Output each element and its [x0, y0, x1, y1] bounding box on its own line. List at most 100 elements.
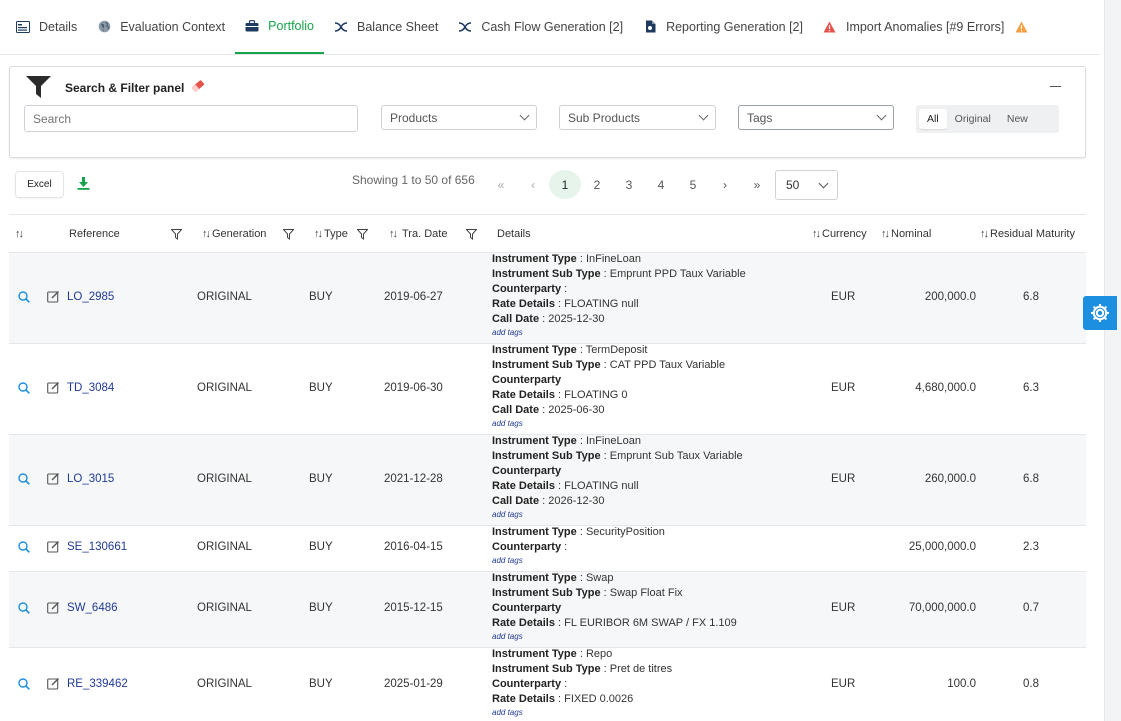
column-details: Details: [497, 215, 531, 253]
residual-maturity-value: 0.7: [1023, 602, 1039, 614]
page-3-button[interactable]: 3: [625, 177, 633, 192]
tab-details[interactable]: Details: [6, 0, 87, 54]
reference-link[interactable]: LO_3015: [67, 473, 115, 485]
generation-segmented-control: All Original New: [916, 105, 1059, 133]
excel-button[interactable]: Excel: [16, 172, 63, 197]
sub-products-select[interactable]: Sub Products: [559, 105, 716, 130]
residual-maturity-value: 6.3: [1023, 382, 1039, 394]
tags-select-value: Tags: [747, 110, 773, 125]
segment-all[interactable]: All: [919, 109, 947, 129]
instrument-sub-type-label: Instrument Sub Type: [492, 359, 601, 371]
search-filter-panel: Search & Filter panel Products Sub Produ…: [9, 66, 1086, 158]
add-tags-link[interactable]: add tags: [492, 419, 523, 428]
eraser-icon[interactable]: [190, 79, 206, 96]
table-row: LO_3015 ORIGINAL BUY 2021-12-28 Instrume…: [9, 435, 1086, 526]
segment-original[interactable]: Original: [954, 113, 991, 125]
tra-date-value: 2021-12-28: [384, 473, 443, 485]
type-value: BUY: [309, 291, 333, 303]
last-page-button[interactable]: »: [753, 177, 761, 192]
rate-details-value: FLOATING 0: [564, 389, 628, 401]
column-nominal[interactable]: ↑↓ Nominal: [881, 215, 931, 253]
edit-icon[interactable]: [47, 540, 60, 556]
tags-select[interactable]: Tags: [738, 105, 894, 130]
search-icon[interactable]: [18, 291, 30, 306]
nominal-value: 260,000.0: [924, 473, 976, 485]
column-generation[interactable]: ↑↓ Generation: [202, 215, 266, 253]
column-reference[interactable]: Reference: [69, 215, 120, 253]
document-icon: [643, 20, 657, 34]
tab-label: Cash Flow Generation [2]: [481, 19, 624, 34]
search-input[interactable]: [24, 105, 358, 132]
details-cell: Instrument Type : SecurityPosition Count…: [492, 526, 665, 565]
type-value: BUY: [309, 382, 333, 394]
tab-portfolio[interactable]: Portfolio: [235, 0, 325, 54]
page-4-button[interactable]: 4: [657, 177, 665, 192]
reference-link[interactable]: TD_3084: [67, 382, 115, 394]
filter-reference-button[interactable]: [171, 215, 182, 253]
instrument-type-value: TermDeposit: [585, 344, 648, 356]
instrument-type-value: InFineLoan: [585, 253, 641, 265]
add-tags-link[interactable]: add tags: [492, 328, 523, 337]
instrument-sub-type-label: Instrument Sub Type: [492, 268, 601, 280]
search-icon[interactable]: [18, 678, 30, 693]
add-tags-link[interactable]: add tags: [492, 556, 523, 565]
rate-details-value: FLOATING null: [564, 298, 639, 310]
gear-icon: [1091, 304, 1109, 322]
edit-icon[interactable]: [47, 290, 60, 306]
briefcase-icon: [245, 19, 259, 33]
instrument-type-label: Instrument Type: [492, 648, 577, 660]
rate-details-label: Rate Details: [492, 298, 555, 310]
tab-balance-sheet[interactable]: Balance Sheet: [324, 0, 448, 54]
search-icon[interactable]: [18, 541, 30, 556]
column-residual-maturity[interactable]: ↑↓ Residual Maturity: [980, 215, 1075, 253]
tab-cash-flow-generation[interactable]: Cash Flow Generation [2]: [448, 0, 633, 54]
scrollbar-track[interactable]: [1104, 0, 1121, 721]
edit-icon[interactable]: [47, 472, 60, 488]
filter-type-button[interactable]: [357, 215, 368, 253]
page-size-value: 50: [786, 178, 800, 192]
filter-generation-button[interactable]: [283, 215, 294, 253]
edit-icon[interactable]: [47, 381, 60, 397]
settings-button[interactable]: [1083, 296, 1117, 330]
instrument-type-label: Instrument Type: [492, 344, 577, 356]
column-currency[interactable]: ↑↓ Currency: [812, 215, 867, 253]
add-tags-link[interactable]: add tags: [492, 632, 523, 641]
tab-reporting-generation[interactable]: Reporting Generation [2]: [633, 0, 813, 54]
reference-link[interactable]: SE_130661: [67, 541, 128, 553]
collapse-button[interactable]: [1050, 79, 1064, 93]
tab-import-anomalies[interactable]: Import Anomalies [#9 Errors]: [813, 0, 1047, 54]
rate-details-value: FIXED 0.0026: [564, 693, 634, 705]
prev-page-button[interactable]: ‹: [531, 177, 535, 192]
residual-maturity-value: 2.3: [1023, 541, 1039, 553]
reference-link[interactable]: RE_339462: [67, 678, 128, 690]
filter-icon: [171, 228, 182, 240]
search-icon[interactable]: [18, 602, 30, 617]
page-size-select[interactable]: 50: [775, 170, 838, 200]
products-select[interactable]: Products: [381, 105, 537, 130]
page-2-button[interactable]: 2: [593, 177, 601, 192]
add-tags-link[interactable]: add tags: [492, 510, 523, 519]
first-page-button[interactable]: «: [497, 177, 505, 192]
tab-label: Reporting Generation [2]: [666, 19, 803, 34]
search-icon[interactable]: [18, 382, 30, 397]
filter-tra-date-button[interactable]: [466, 215, 477, 253]
tra-date-value: 2016-04-15: [384, 541, 443, 553]
page-5-button[interactable]: 5: [689, 177, 697, 192]
add-tags-link[interactable]: add tags: [492, 708, 523, 717]
column-tra-date[interactable]: ↑↓ Tra. Date: [389, 215, 447, 253]
tab-evaluation-context[interactable]: Evaluation Context: [87, 0, 235, 54]
download-icon[interactable]: [77, 177, 90, 193]
edit-icon[interactable]: [47, 677, 60, 693]
instrument-type-label: Instrument Type: [492, 572, 577, 584]
segment-new[interactable]: New: [1006, 113, 1028, 125]
reference-link[interactable]: SW_6486: [67, 602, 118, 614]
edit-icon[interactable]: [47, 601, 60, 617]
sort-all-button[interactable]: ↑↓: [15, 215, 25, 253]
reference-link[interactable]: LO_2985: [67, 291, 115, 303]
search-icon[interactable]: [18, 473, 30, 488]
counterparty-label: Counterparty: [492, 541, 562, 553]
page-1-button[interactable]: 1: [549, 170, 581, 199]
next-page-button[interactable]: ›: [723, 177, 727, 192]
column-type[interactable]: ↑↓ Type: [314, 215, 348, 253]
counterparty-label: Counterparty: [492, 465, 562, 477]
